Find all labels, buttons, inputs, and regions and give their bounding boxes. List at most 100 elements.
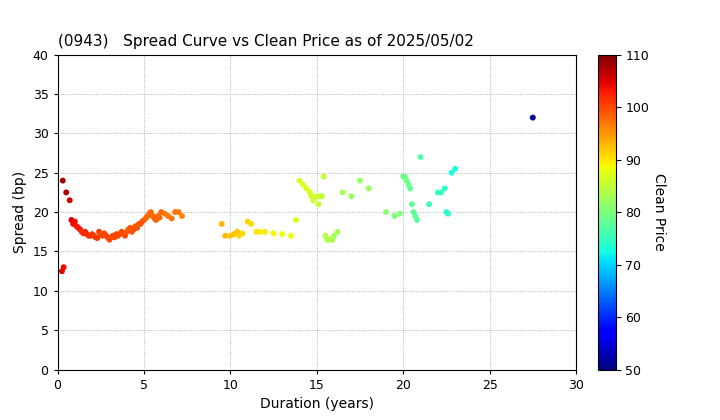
Point: [323, 236, 335, 243]
Point: [90, 234, 102, 241]
Y-axis label: Clean Price: Clean Price: [652, 173, 666, 251]
Point: [228, 231, 240, 238]
Point: [328, 232, 340, 239]
Point: [88, 232, 99, 239]
Point: [449, 165, 461, 172]
Point: [102, 234, 114, 241]
Point: [232, 228, 243, 235]
Point: [107, 232, 119, 239]
Point: [76, 228, 88, 235]
Point: [411, 217, 423, 223]
Point: [337, 189, 348, 196]
Point: [95, 231, 107, 238]
Point: [439, 185, 451, 192]
Point: [268, 230, 279, 237]
Point: [325, 236, 336, 243]
Point: [346, 193, 357, 199]
Point: [147, 213, 158, 219]
Point: [83, 232, 94, 239]
Point: [100, 232, 112, 239]
Point: [316, 193, 328, 199]
Point: [64, 197, 76, 204]
Point: [60, 189, 72, 196]
Point: [150, 217, 162, 223]
Point: [233, 232, 245, 239]
Point: [216, 220, 228, 227]
Point: [176, 213, 188, 219]
Point: [130, 223, 141, 230]
Point: [73, 224, 84, 231]
Point: [415, 154, 426, 160]
Point: [94, 228, 105, 235]
Point: [135, 220, 146, 227]
Point: [311, 193, 323, 199]
Point: [220, 232, 231, 239]
Point: [446, 169, 457, 176]
Point: [137, 218, 148, 225]
Point: [321, 236, 333, 243]
Point: [116, 228, 127, 235]
Point: [114, 231, 125, 238]
Point: [131, 224, 143, 231]
Point: [332, 228, 343, 235]
Point: [312, 201, 324, 207]
Point: [423, 201, 435, 207]
Point: [307, 197, 319, 204]
Y-axis label: Spread (bp): Spread (bp): [13, 171, 27, 253]
Point: [320, 232, 331, 239]
Text: (0943)   Spread Curve vs Clean Price as of 2025/05/02: (0943) Spread Curve vs Clean Price as of…: [58, 34, 474, 49]
Point: [96, 232, 108, 239]
Point: [57, 177, 68, 184]
Point: [399, 173, 410, 180]
Point: [81, 231, 93, 238]
Point: [432, 189, 444, 196]
Point: [140, 215, 151, 222]
Point: [148, 215, 160, 222]
Point: [527, 114, 539, 121]
Point: [259, 228, 271, 235]
Point: [166, 215, 177, 222]
Point: [290, 217, 302, 223]
Point: [285, 232, 297, 239]
Point: [71, 223, 82, 230]
Point: [138, 217, 150, 223]
Point: [442, 210, 454, 217]
Point: [315, 193, 326, 199]
Point: [306, 193, 318, 199]
Point: [105, 234, 117, 241]
Point: [251, 228, 262, 235]
Point: [69, 218, 81, 225]
Point: [436, 189, 447, 196]
Point: [408, 209, 419, 215]
Point: [363, 185, 374, 192]
Point: [122, 226, 134, 233]
Point: [121, 228, 132, 235]
Point: [254, 228, 266, 235]
Point: [154, 214, 166, 221]
Point: [133, 220, 145, 227]
Point: [109, 234, 120, 241]
Point: [297, 181, 309, 188]
Point: [91, 235, 103, 242]
Point: [163, 213, 174, 219]
Point: [79, 228, 91, 235]
Point: [56, 268, 68, 275]
Point: [152, 213, 163, 219]
Point: [225, 232, 236, 239]
Point: [401, 177, 413, 184]
Point: [125, 224, 136, 231]
Point: [85, 232, 96, 239]
Point: [128, 226, 140, 233]
Point: [142, 213, 153, 219]
Point: [156, 209, 167, 215]
Point: [117, 230, 129, 237]
Point: [389, 213, 400, 219]
Point: [327, 236, 338, 243]
Point: [143, 210, 155, 217]
Point: [145, 209, 157, 215]
Point: [237, 230, 248, 237]
Point: [354, 177, 366, 184]
Point: [68, 220, 79, 227]
Point: [169, 209, 181, 215]
Point: [104, 236, 115, 243]
